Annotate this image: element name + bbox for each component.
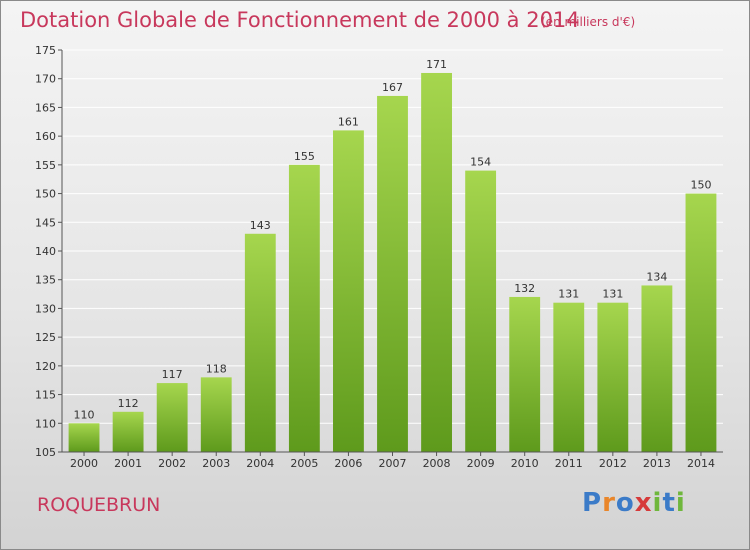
data-label-2001: 112 xyxy=(118,397,139,410)
x-tick-label-2009: 2009 xyxy=(467,457,495,470)
x-tick-label-2012: 2012 xyxy=(599,457,627,470)
data-label-2005: 155 xyxy=(294,150,315,163)
bars xyxy=(68,72,717,453)
x-tick-label-2004: 2004 xyxy=(246,457,274,470)
proxiti-logo[interactable]: Proxiti xyxy=(582,488,686,518)
y-tick-label: 140 xyxy=(35,245,56,258)
commune-name: ROQUEBRUN xyxy=(37,494,161,516)
x-tick-label-2003: 2003 xyxy=(202,457,230,470)
x-axis: 2000 2001 2002 2003 2004 2005 2006 2007 2008 2009… xyxy=(62,451,723,470)
bar-2009 xyxy=(465,170,497,452)
x-tick-label-2007: 2007 xyxy=(379,457,407,470)
data-label-2000: 110 xyxy=(74,408,95,421)
logo-letter-o: o xyxy=(615,488,635,518)
logo-letter-p: P xyxy=(582,488,603,518)
y-tick-label: 170 xyxy=(35,73,56,86)
bar-2012 xyxy=(597,302,629,452)
data-label-2012: 131 xyxy=(602,288,623,301)
data-label-2002: 117 xyxy=(162,368,183,381)
x-tick-label-2006: 2006 xyxy=(334,457,362,470)
y-tick-label: 160 xyxy=(35,130,56,143)
x-tick-label-2000: 2000 xyxy=(70,457,98,470)
chart-title: Dotation Globale de Fonctionnement de 20… xyxy=(20,8,580,32)
bar-2003 xyxy=(200,377,232,452)
logo-letter-i2: i xyxy=(675,488,686,518)
logo-letter-i: i xyxy=(652,488,663,518)
logo-letter-t: t xyxy=(662,488,676,518)
bar-2008 xyxy=(421,72,452,452)
bar-2007 xyxy=(377,95,408,452)
logo-letter-x: x xyxy=(634,488,653,518)
y-tick-label: 145 xyxy=(35,216,56,229)
x-tick-label-2011: 2011 xyxy=(555,457,583,470)
x-tick-label-2002: 2002 xyxy=(158,457,186,470)
bar-2002 xyxy=(156,383,188,452)
data-labels: 110 112 117 118 143 155 161 167 171 154 132 131 131 1… xyxy=(74,58,712,421)
y-tick-label: 125 xyxy=(35,331,56,344)
data-label-2013: 134 xyxy=(646,270,667,283)
x-tick-label-2008: 2008 xyxy=(423,457,451,470)
y-tick-label: 155 xyxy=(35,159,56,172)
y-tick-label: 120 xyxy=(35,360,56,373)
x-tick-label-2005: 2005 xyxy=(290,457,318,470)
y-tick-label: 110 xyxy=(35,417,56,430)
data-label-2004: 143 xyxy=(250,219,271,232)
x-tick-label-2010: 2010 xyxy=(511,457,539,470)
logo-letter-r: r xyxy=(602,488,616,518)
bar-2001 xyxy=(112,411,144,452)
y-tick-label: 105 xyxy=(35,446,56,459)
y-tick-label: 115 xyxy=(35,389,56,402)
data-label-2014: 150 xyxy=(690,179,711,192)
y-tick-label: 175 xyxy=(35,44,56,57)
bar-2000 xyxy=(68,423,100,452)
data-label-2003: 118 xyxy=(206,362,227,375)
bar-2006 xyxy=(333,130,364,452)
data-label-2009: 154 xyxy=(470,156,491,169)
data-label-2006: 161 xyxy=(338,115,359,128)
chart-subtitle: (en milliers d'€) xyxy=(541,15,636,29)
bar-2005 xyxy=(288,164,320,452)
bar-2010 xyxy=(509,296,541,452)
y-tick-label: 165 xyxy=(35,101,56,114)
x-tick-label-2014: 2014 xyxy=(687,457,715,470)
bar-2004 xyxy=(244,233,276,452)
data-label-2008: 171 xyxy=(426,58,447,71)
x-tick-label-2013: 2013 xyxy=(643,457,671,470)
y-axis: 105 110 115 120 125 130 135 140 145 150 155 160 165 1… xyxy=(35,44,63,459)
data-label-2010: 132 xyxy=(514,282,535,295)
bar-2013 xyxy=(641,285,673,452)
data-label-2011: 131 xyxy=(558,288,579,301)
bar-2014 xyxy=(685,193,717,453)
y-tick-label: 135 xyxy=(35,274,56,287)
bar-2011 xyxy=(553,302,585,452)
x-tick-label-2001: 2001 xyxy=(114,457,142,470)
y-tick-label: 130 xyxy=(35,302,56,315)
y-tick-label: 150 xyxy=(35,188,56,201)
data-label-2007: 167 xyxy=(382,81,403,94)
